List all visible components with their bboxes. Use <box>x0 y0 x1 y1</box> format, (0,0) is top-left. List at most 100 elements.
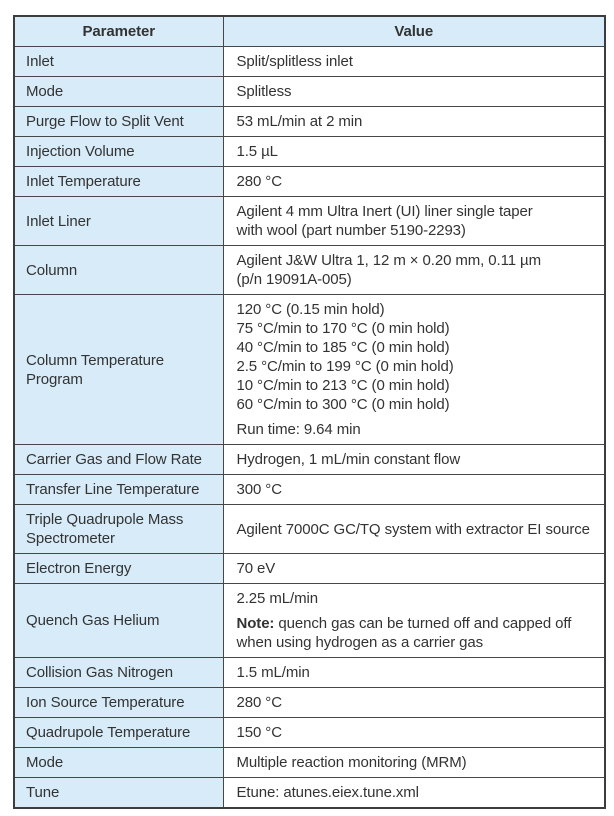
parameter-column-header: Parameter <box>13 15 224 47</box>
value-line: 1.5 mL/min <box>236 664 310 681</box>
value-paragraph: Agilent 4 mm Ultra Inert (UI) liner sing… <box>237 202 599 240</box>
table-row: Mode Multiple reaction monitoring (MRM) <box>13 747 606 778</box>
value-cell: 1.5 µL <box>222 136 606 167</box>
table-row: Electron Energy 70 eV <box>13 553 606 584</box>
value-line: 2.5 °C/min to 199 °C (0 min hold) <box>236 358 454 375</box>
value-paragraph: 70 eV <box>237 559 599 578</box>
value-cell: Agilent 4 mm Ultra Inert (UI) liner sing… <box>222 196 606 246</box>
value-paragraph: 280 °C <box>237 172 599 191</box>
table-row: Quadrupole Temperature 150 °C <box>13 717 606 748</box>
parameter-cell: Triple Quadrupole Mass Spectrometer <box>13 504 224 554</box>
value-cell: 280 °C <box>222 687 606 718</box>
value-paragraph: Note: quench gas can be turned off and c… <box>237 614 599 652</box>
value-cell: Splitless <box>222 76 606 107</box>
header-row: Parameter Value <box>13 15 606 47</box>
table-body: Inlet Split/splitless inlet Mode Splitless P… <box>13 46 606 809</box>
value-cell: 1.5 mL/min <box>222 657 606 688</box>
value-line: 150 °C <box>236 724 283 741</box>
value-paragraph: Agilent 7000C GC/TQ system with extracto… <box>237 520 599 539</box>
parameter-cell: Inlet Liner <box>13 196 224 246</box>
table-row: Injection Volume 1.5 µL <box>13 136 606 167</box>
value-line: (p/n 19091A-005) <box>236 271 352 288</box>
parameters-table: Parameter Value Inlet Split/splitless inl… <box>13 15 606 809</box>
value-line: Agilent J&W Ultra 1, 12 m × 0.20 mm, 0.1… <box>236 252 542 269</box>
parameter-cell: Transfer Line Temperature <box>13 474 224 505</box>
parameter-cell: Column <box>13 245 224 295</box>
parameter-cell: Collision Gas Nitrogen <box>13 657 224 688</box>
note-label: Note: <box>236 615 275 632</box>
table-row: Column Agilent J&W Ultra 1, 12 m × 0.20 m… <box>13 245 606 295</box>
value-line: with wool (part number 5190-2293) <box>236 222 466 239</box>
value-line: 60 °C/min to 300 °C (0 min hold) <box>236 396 450 413</box>
value-paragraph: 280 °C <box>237 693 599 712</box>
table-row: Column Temperature Program 120 °C (0.15 m… <box>13 294 606 445</box>
table-row: Inlet Split/splitless inlet <box>13 46 606 77</box>
value-cell: Etune: atunes.eiex.tune.xml <box>222 777 606 809</box>
value-paragraph: Etune: atunes.eiex.tune.xml <box>237 783 599 802</box>
parameter-cell: Injection Volume <box>13 136 224 167</box>
parameter-cell: Carrier Gas and Flow Rate <box>13 444 224 475</box>
value-line: 280 °C <box>236 694 283 711</box>
value-cell: 70 eV <box>222 553 606 584</box>
parameter-cell: Electron Energy <box>13 553 224 584</box>
value-line: 120 °C (0.15 min hold) <box>236 301 385 318</box>
parameter-cell: Quadrupole Temperature <box>13 717 224 748</box>
parameter-cell: Inlet Temperature <box>13 166 224 197</box>
parameter-cell: Purge Flow to Split Vent <box>13 106 224 137</box>
value-paragraph: Split/splitless inlet <box>237 52 599 71</box>
value-line: 75 °C/min to 170 °C (0 min hold) <box>236 320 450 337</box>
value-cell: 120 °C (0.15 min hold) 75 °C/min to 170 °… <box>222 294 606 445</box>
value-line: Split/splitless inlet <box>236 53 353 70</box>
parameters-table-container: Parameter Value Inlet Split/splitless inl… <box>13 15 606 809</box>
value-line: 2.25 mL/min <box>236 590 319 607</box>
value-line: 10 °C/min to 213 °C (0 min hold) <box>236 377 450 394</box>
value-cell: Multiple reaction monitoring (MRM) <box>222 747 606 778</box>
value-paragraph: 120 °C (0.15 min hold) 75 °C/min to 170 °… <box>237 300 599 414</box>
value-line: Splitless <box>236 83 292 100</box>
value-line: 1.5 µL <box>236 143 279 160</box>
parameter-cell: Quench Gas Helium <box>13 583 224 658</box>
value-paragraph: 150 °C <box>237 723 599 742</box>
value-line: 53 mL/min at 2 min <box>236 113 363 130</box>
value-cell: Split/splitless inlet <box>222 46 606 77</box>
value-line: Agilent 4 mm Ultra Inert (UI) liner sing… <box>236 203 533 220</box>
table-row: Ion Source Temperature 280 °C <box>13 687 606 718</box>
table-row: Transfer Line Temperature 300 °C <box>13 474 606 505</box>
value-paragraph: Agilent J&W Ultra 1, 12 m × 0.20 mm, 0.1… <box>237 251 599 289</box>
value-cell: 280 °C <box>222 166 606 197</box>
value-cell: Agilent J&W Ultra 1, 12 m × 0.20 mm, 0.1… <box>222 245 606 295</box>
value-cell: 53 mL/min at 2 min <box>222 106 606 137</box>
value-paragraph: Run time: 9.64 min <box>237 420 599 439</box>
value-cell: Hydrogen, 1 mL/min constant flow <box>222 444 606 475</box>
value-cell: 150 °C <box>222 717 606 748</box>
value-line: Multiple reaction monitoring (MRM) <box>236 754 467 771</box>
table-row: Mode Splitless <box>13 76 606 107</box>
parameter-cell: Column Temperature Program <box>13 294 224 445</box>
parameter-cell: Tune <box>13 777 224 809</box>
parameter-cell: Inlet <box>13 46 224 77</box>
value-line: 300 °C <box>236 481 283 498</box>
value-line: Etune: atunes.eiex.tune.xml <box>236 784 420 801</box>
parameter-cell: Mode <box>13 76 224 107</box>
table-row: Inlet Temperature 280 °C <box>13 166 606 197</box>
table-row: Tune Etune: atunes.eiex.tune.xml <box>13 777 606 809</box>
value-line: 40 °C/min to 185 °C (0 min hold) <box>236 339 450 356</box>
table-row: Quench Gas Helium 2.25 mL/min Note: quench… <box>13 583 606 658</box>
parameter-cell: Ion Source Temperature <box>13 687 224 718</box>
table-row: Purge Flow to Split Vent 53 mL/min at 2 m… <box>13 106 606 137</box>
value-paragraph: 1.5 mL/min <box>237 663 599 682</box>
value-cell: Agilent 7000C GC/TQ system with extracto… <box>222 504 606 554</box>
value-paragraph: 300 °C <box>237 480 599 499</box>
value-cell: 2.25 mL/min Note: quench gas can be turne… <box>222 583 606 658</box>
value-paragraph: 53 mL/min at 2 min <box>237 112 599 131</box>
table-row: Triple Quadrupole Mass Spectrometer Agile… <box>13 504 606 554</box>
value-line: 70 eV <box>236 560 276 577</box>
value-line: Note: quench gas can be turned off and c… <box>236 615 572 651</box>
value-cell: 300 °C <box>222 474 606 505</box>
value-paragraph: Hydrogen, 1 mL/min constant flow <box>237 450 599 469</box>
value-line: Run time: 9.64 min <box>236 421 361 438</box>
value-paragraph: 1.5 µL <box>237 142 599 161</box>
value-line: 280 °C <box>236 173 283 190</box>
table-row: Inlet Liner Agilent 4 mm Ultra Inert (UI)… <box>13 196 606 246</box>
value-line: Agilent 7000C GC/TQ system with extracto… <box>236 520 590 538</box>
